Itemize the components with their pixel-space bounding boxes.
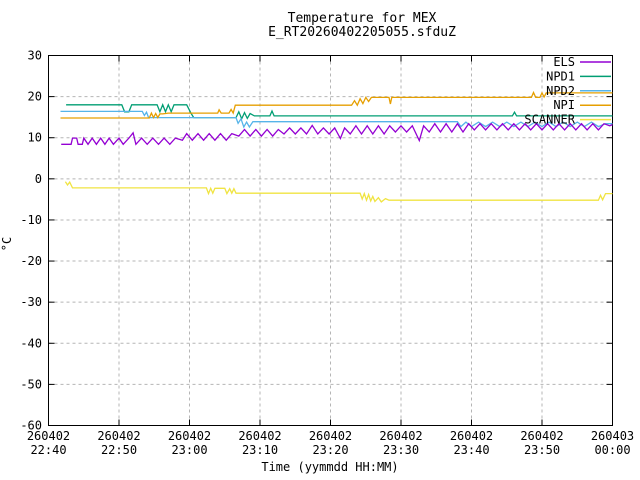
legend-label-SCANNER: SCANNER — [524, 113, 575, 127]
y-tick-label: -10 — [20, 213, 42, 227]
x-tick-date: 260402 — [168, 429, 211, 443]
x-tick-time: 22:40 — [30, 443, 66, 457]
x-tick-time: 23:00 — [171, 443, 207, 457]
x-tick-date: 260403 — [591, 429, 634, 443]
y-tick-label: -30 — [20, 295, 42, 309]
x-tick-time: 23:50 — [524, 443, 560, 457]
y-tick-label: -40 — [20, 336, 42, 350]
x-tick-date: 260402 — [520, 429, 563, 443]
legend-label-NPD1: NPD1 — [546, 69, 575, 83]
series-line-NPI — [60, 90, 613, 120]
y-tick-label: -60 — [20, 419, 42, 433]
x-tick-time: 00:00 — [594, 443, 630, 457]
series-line-ELS — [61, 122, 613, 146]
series-line-SCANNER — [64, 180, 613, 203]
x-axis-label: Time (yymmdd HH:MM) — [261, 460, 399, 474]
plot-border — [48, 55, 613, 426]
x-tick-time: 23:30 — [383, 443, 419, 457]
legend-label-NPI: NPI — [553, 98, 575, 112]
legend-label-ELS: ELS — [553, 55, 575, 69]
x-tick-time: 22:50 — [101, 443, 137, 457]
x-tick-date: 260402 — [309, 429, 352, 443]
y-tick-label: 30 — [28, 49, 42, 63]
y-tick-label: -20 — [20, 254, 42, 268]
x-tick-date: 260402 — [379, 429, 422, 443]
x-tick-time: 23:40 — [453, 443, 489, 457]
y-tick-label: -50 — [20, 377, 42, 391]
y-tick-label: 20 — [28, 90, 42, 104]
x-tick-time: 23:20 — [312, 443, 348, 457]
chart-subtitle: E_RT20260402205055.sfduZ — [268, 25, 456, 40]
y-tick-label: 0 — [35, 172, 42, 186]
x-tick-time: 23:10 — [242, 443, 278, 457]
x-tick-date: 260402 — [450, 429, 493, 443]
legend-label-NPD2: NPD2 — [546, 84, 575, 98]
y-tick-label: 10 — [28, 131, 42, 145]
x-tick-date: 260402 — [238, 429, 281, 443]
x-tick-date: 260402 — [27, 429, 70, 443]
x-tick-date: 260402 — [97, 429, 140, 443]
chart-title: Temperature for MEX — [287, 11, 437, 26]
